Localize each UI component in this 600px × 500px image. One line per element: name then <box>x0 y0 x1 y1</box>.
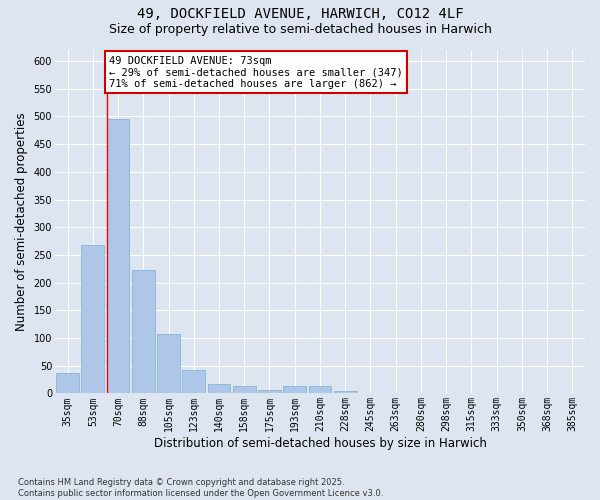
Text: Size of property relative to semi-detached houses in Harwich: Size of property relative to semi-detach… <box>109 22 491 36</box>
Bar <box>536 393 559 394</box>
Text: 49 DOCKFIELD AVENUE: 73sqm
← 29% of semi-detached houses are smaller (347)
71% o: 49 DOCKFIELD AVENUE: 73sqm ← 29% of semi… <box>109 56 403 88</box>
Bar <box>334 391 356 394</box>
Bar <box>182 370 205 394</box>
Bar <box>233 386 256 394</box>
Bar <box>308 386 331 394</box>
Bar <box>107 119 130 394</box>
Text: 49, DOCKFIELD AVENUE, HARWICH, CO12 4LF: 49, DOCKFIELD AVENUE, HARWICH, CO12 4LF <box>137 8 463 22</box>
Text: Contains HM Land Registry data © Crown copyright and database right 2025.
Contai: Contains HM Land Registry data © Crown c… <box>18 478 383 498</box>
X-axis label: Distribution of semi-detached houses by size in Harwich: Distribution of semi-detached houses by … <box>154 437 487 450</box>
Bar <box>56 374 79 394</box>
Bar <box>283 386 306 394</box>
Bar <box>82 245 104 394</box>
Bar <box>157 334 180 394</box>
Bar <box>258 390 281 394</box>
Bar <box>132 270 155 394</box>
Bar <box>208 384 230 394</box>
Y-axis label: Number of semi-detached properties: Number of semi-detached properties <box>15 112 28 331</box>
